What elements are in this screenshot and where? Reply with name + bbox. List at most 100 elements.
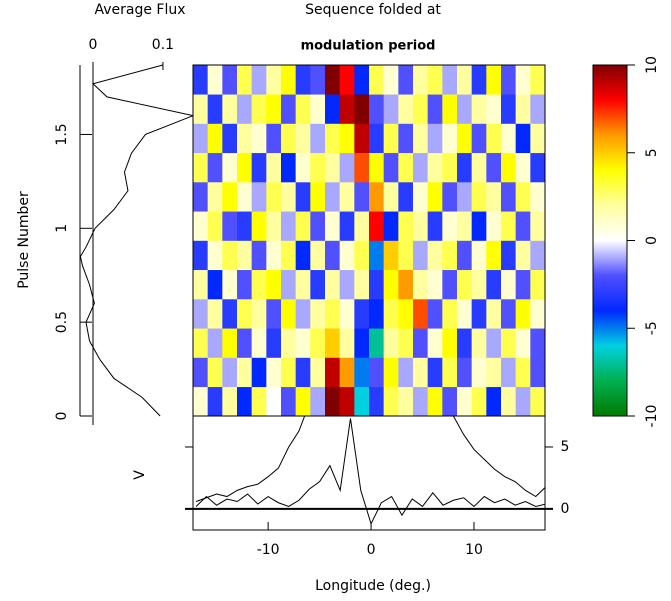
x-tick-label: 0.1	[152, 37, 174, 53]
heat-cell	[530, 152, 546, 183]
heat-cell	[325, 94, 340, 124]
heat-cell	[295, 240, 311, 271]
heat-cell	[207, 328, 223, 358]
heat-cell	[281, 94, 296, 124]
heat-cell	[427, 182, 443, 212]
heat-cell	[222, 152, 238, 183]
heat-cell	[369, 123, 384, 154]
colorbar-tick-label: 0	[644, 236, 660, 245]
colorbar-tick-label: -10	[644, 405, 660, 428]
heat-cell	[281, 240, 296, 271]
flux-line	[79, 64, 195, 417]
heat-cell	[354, 94, 370, 124]
heat-cell	[207, 211, 223, 241]
heat-cell	[383, 386, 399, 417]
heat-cell	[530, 211, 546, 241]
v-axis-label: V	[132, 470, 148, 480]
heat-cell	[310, 182, 326, 212]
heat-cell	[427, 386, 443, 417]
chart-subtitle: modulation period	[301, 39, 436, 54]
heat-cell	[339, 152, 355, 183]
x-tick-label: -10	[257, 542, 280, 558]
heat-cell	[237, 357, 252, 388]
heat-cell	[530, 328, 546, 358]
heat-cell	[398, 211, 414, 241]
heat-cell	[339, 65, 355, 95]
heat-cell	[383, 94, 399, 124]
heat-cell	[427, 211, 443, 241]
y-axis-label: Pulse Number	[16, 191, 32, 289]
heat-cell	[266, 269, 282, 300]
heat-cell	[427, 328, 443, 358]
heat-cell	[471, 211, 487, 241]
heat-cell	[266, 211, 282, 241]
heat-cell	[515, 240, 531, 271]
heat-cell	[251, 65, 267, 95]
heat-cell	[413, 211, 428, 241]
heat-cell	[295, 211, 311, 241]
heat-cell	[530, 182, 546, 212]
heat-cell	[530, 386, 546, 417]
heat-cell	[457, 94, 472, 124]
profile-line	[195, 418, 545, 526]
heat-cell	[383, 328, 399, 358]
heat-cell	[398, 357, 414, 388]
heat-cell	[295, 152, 311, 183]
heat-cell	[471, 357, 487, 388]
heat-cell	[237, 269, 252, 300]
heat-cell	[222, 299, 238, 329]
heat-cell	[325, 182, 340, 212]
y-tick-label: 1	[54, 224, 70, 233]
x-tick-label: 10	[465, 542, 483, 558]
heat-cell	[281, 328, 296, 358]
heat-cell	[515, 152, 531, 183]
heat-cell	[251, 357, 267, 388]
heat-cell	[325, 386, 340, 417]
heat-cell	[369, 299, 384, 329]
y-tick-label: 5	[561, 439, 570, 455]
heat-cell	[413, 328, 428, 358]
heat-cell	[237, 328, 252, 358]
heat-cell	[471, 299, 487, 329]
heat-cell	[486, 328, 502, 358]
heat-cell	[266, 328, 282, 358]
y-tick-label: 1.5	[54, 123, 70, 145]
heat-cell	[295, 328, 311, 358]
heat-cell	[354, 182, 370, 212]
heat-cell	[354, 269, 370, 300]
heat-cell	[530, 299, 546, 329]
heat-cell	[222, 357, 238, 388]
heat-cell	[325, 269, 340, 300]
heat-cell	[295, 123, 311, 154]
heat-cell	[471, 123, 487, 154]
heat-cell	[207, 94, 223, 124]
heat-cell	[222, 123, 238, 154]
heat-cell	[310, 152, 326, 183]
heat-cell	[222, 269, 238, 300]
heat-cell	[310, 328, 326, 358]
heat-cell	[471, 152, 487, 183]
heat-cell	[369, 240, 384, 271]
heat-cell	[281, 269, 296, 300]
heat-cell	[413, 123, 428, 154]
heat-cell	[339, 357, 355, 388]
heat-cell	[457, 328, 472, 358]
heat-cell	[457, 182, 472, 212]
heat-cell	[427, 299, 443, 329]
heat-cell	[442, 386, 458, 417]
heat-cell	[237, 94, 252, 124]
heat-cell	[339, 328, 355, 358]
heat-cell	[237, 123, 252, 154]
heat-cell	[325, 152, 340, 183]
heat-cell	[398, 240, 414, 271]
heat-cell	[237, 65, 252, 95]
heat-cell	[471, 240, 487, 271]
heat-cell	[486, 94, 502, 124]
heat-cell	[193, 65, 208, 95]
heat-cell	[442, 123, 458, 154]
heat-cell	[310, 386, 326, 417]
heat-cell	[457, 357, 472, 388]
heat-cell	[266, 94, 282, 124]
heat-cell	[281, 211, 296, 241]
heat-cell	[193, 240, 208, 271]
